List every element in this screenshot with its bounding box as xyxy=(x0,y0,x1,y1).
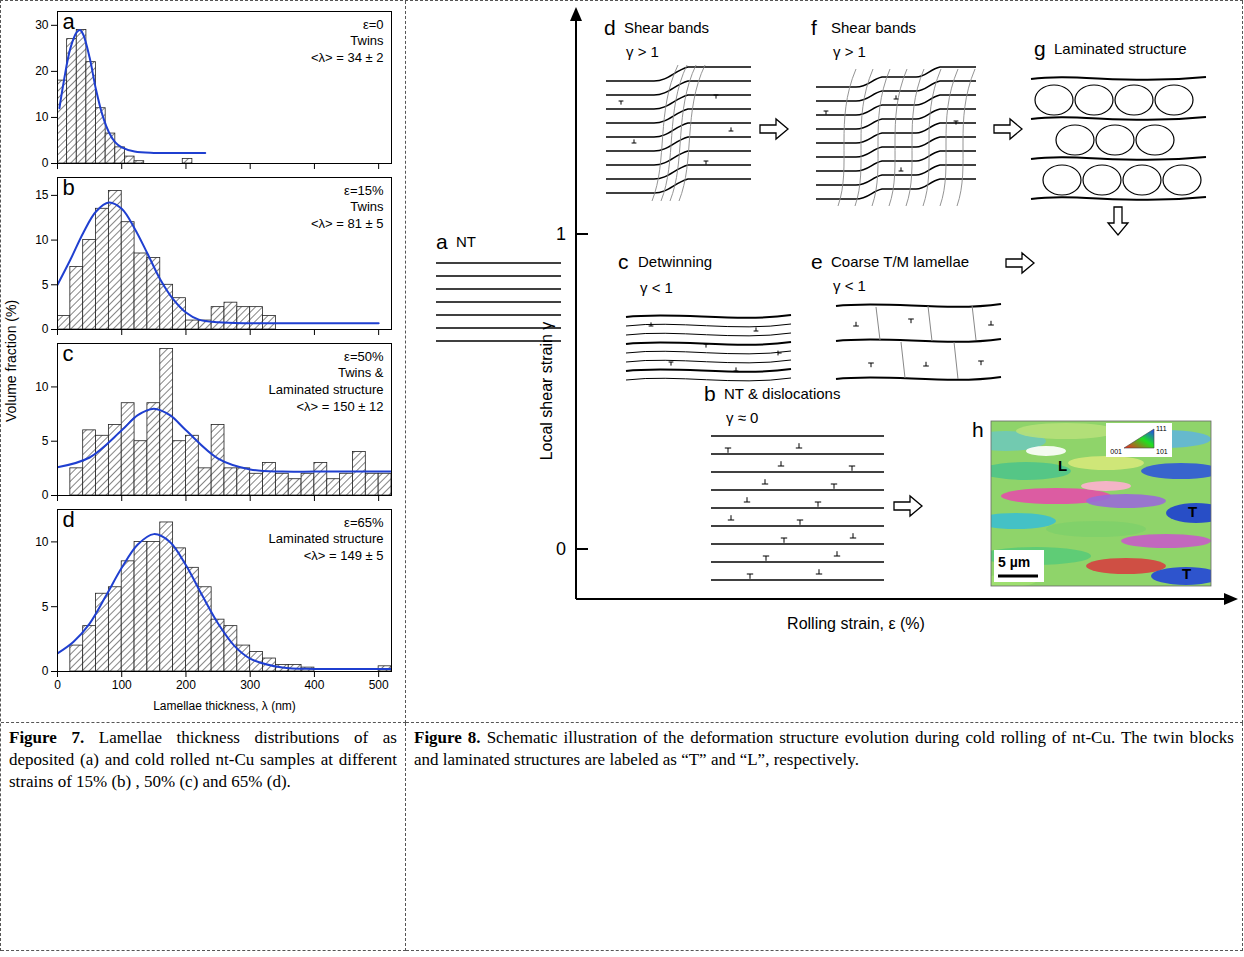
svg-text:ε=0Twins<λ> = 34 ± 2: ε=0Twins<λ> = 34 ± 2 xyxy=(311,16,384,65)
svg-text:c: c xyxy=(618,250,629,273)
svg-text:ε=50%Twins &Laminated structur: ε=50%Twins &Laminated structure<λ> = 150… xyxy=(269,348,384,414)
svg-text:Laminated structure: Laminated structure xyxy=(1054,40,1187,57)
svg-text:111: 111 xyxy=(1156,425,1167,432)
svg-text:0: 0 xyxy=(42,322,49,336)
svg-text:γ < 1: γ < 1 xyxy=(640,279,673,296)
svg-text:1: 1 xyxy=(556,224,566,244)
svg-text:10: 10 xyxy=(35,110,49,124)
svg-text:20: 20 xyxy=(35,64,49,78)
svg-text:a: a xyxy=(436,230,448,253)
svg-text:Shear bands: Shear bands xyxy=(624,19,709,36)
svg-text:f: f xyxy=(811,16,817,39)
svg-text:NT & dislocations: NT & dislocations xyxy=(724,385,840,402)
svg-text:200: 200 xyxy=(176,678,196,692)
svg-text:Rolling strain, ε (%): Rolling strain, ε (%) xyxy=(787,615,925,632)
svg-text:400: 400 xyxy=(304,678,324,692)
svg-text:5: 5 xyxy=(42,600,49,614)
svg-text:Detwinning: Detwinning xyxy=(638,253,712,270)
svg-text:h: h xyxy=(972,418,984,441)
svg-text:10: 10 xyxy=(35,380,49,394)
svg-text:0: 0 xyxy=(42,156,49,170)
svg-text:100: 100 xyxy=(112,678,132,692)
svg-text:10: 10 xyxy=(35,233,49,247)
svg-text:0: 0 xyxy=(42,488,49,502)
svg-text:γ < 1: γ < 1 xyxy=(833,277,866,294)
svg-text:L: L xyxy=(1058,457,1067,474)
svg-text:500: 500 xyxy=(369,678,389,692)
svg-text:101: 101 xyxy=(1156,448,1168,455)
svg-text:5: 5 xyxy=(42,278,49,292)
svg-text:b: b xyxy=(704,382,716,405)
svg-text:g: g xyxy=(1034,37,1046,60)
svg-text:e: e xyxy=(811,250,823,273)
svg-text:001: 001 xyxy=(1110,448,1122,455)
svg-text:5: 5 xyxy=(42,434,49,448)
svg-text:γ > 1: γ > 1 xyxy=(626,43,659,60)
svg-text:b: b xyxy=(63,175,75,200)
svg-text:5 µm: 5 µm xyxy=(998,554,1030,570)
svg-text:Volume fraction (%): Volume fraction (%) xyxy=(3,300,19,422)
html-text:Figure 7. Lamellae thickness d: Figure 7. Lamellae thickness distributio… xyxy=(9,728,397,791)
html-text:Figure 8. Schematic illustrati: Figure 8. Schematic illustration of the … xyxy=(414,728,1234,769)
svg-text:c: c xyxy=(63,341,74,366)
svg-text:d: d xyxy=(63,507,75,532)
svg-text:0: 0 xyxy=(54,678,61,692)
svg-text:0: 0 xyxy=(556,539,566,559)
svg-text:T: T xyxy=(1188,503,1197,520)
svg-text:300: 300 xyxy=(240,678,260,692)
svg-text:10: 10 xyxy=(35,535,49,549)
svg-text:0: 0 xyxy=(42,664,49,678)
svg-text:a: a xyxy=(63,9,76,34)
svg-text:γ ≈ 0: γ ≈ 0 xyxy=(726,409,758,426)
svg-text:Local shear strain γ: Local shear strain γ xyxy=(538,322,555,461)
svg-text:ε=65%Laminated structure<λ> =: ε=65%Laminated structure<λ> = 149 ± 5 xyxy=(269,514,384,563)
svg-text:ε=15%Twins<λ> = 81 ± 5: ε=15%Twins<λ> = 81 ± 5 xyxy=(311,182,384,231)
svg-text:30: 30 xyxy=(35,18,49,32)
svg-text:Coarse T/M lamellae: Coarse T/M lamellae xyxy=(831,253,969,270)
svg-text:T: T xyxy=(1182,565,1191,582)
svg-text:γ > 1: γ > 1 xyxy=(833,43,866,60)
svg-text:Shear bands: Shear bands xyxy=(831,19,916,36)
svg-text:d: d xyxy=(604,16,616,39)
svg-text:Lamellae thickness, λ (nm): Lamellae thickness, λ (nm) xyxy=(153,699,296,713)
svg-text:15: 15 xyxy=(35,188,49,202)
svg-text:NT: NT xyxy=(456,233,476,250)
